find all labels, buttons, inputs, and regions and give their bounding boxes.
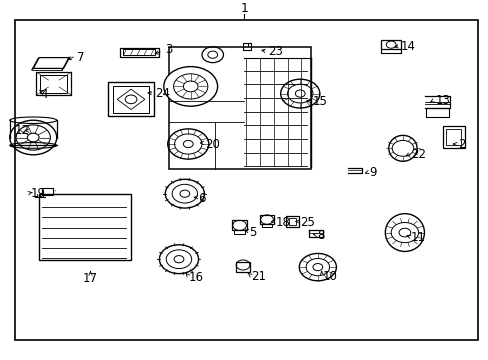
Bar: [234, 230, 244, 234]
Bar: [39, 194, 130, 260]
Text: 13: 13: [434, 94, 449, 107]
Polygon shape: [33, 58, 69, 68]
Bar: [446, 129, 460, 145]
Bar: [285, 216, 298, 227]
Bar: [117, 89, 144, 109]
Text: 10: 10: [322, 270, 337, 283]
Text: 24: 24: [155, 87, 170, 100]
Bar: [242, 43, 251, 50]
Bar: [235, 262, 250, 272]
Text: 20: 20: [205, 138, 220, 150]
Text: 3: 3: [165, 43, 172, 56]
Text: 17: 17: [83, 273, 98, 285]
Text: 2: 2: [457, 138, 464, 151]
Bar: [380, 40, 401, 49]
Bar: [288, 218, 296, 225]
Bar: [260, 215, 273, 224]
Bar: [123, 49, 155, 55]
Bar: [42, 188, 53, 195]
Bar: [112, 86, 149, 113]
Bar: [232, 220, 246, 230]
Text: 7: 7: [77, 51, 84, 64]
Text: 6: 6: [198, 192, 205, 205]
Bar: [108, 82, 154, 117]
Bar: [36, 72, 71, 95]
Bar: [120, 48, 159, 57]
Text: 9: 9: [369, 166, 376, 179]
Text: 19: 19: [30, 187, 45, 200]
Bar: [15, 20, 477, 340]
Text: 23: 23: [267, 45, 282, 58]
Bar: [425, 108, 448, 117]
Text: 16: 16: [188, 271, 203, 284]
Text: 5: 5: [249, 226, 256, 239]
Text: 4: 4: [41, 88, 48, 101]
Bar: [262, 224, 271, 227]
Text: 25: 25: [300, 216, 314, 229]
Circle shape: [163, 67, 217, 106]
Text: 21: 21: [251, 270, 266, 283]
Text: 14: 14: [400, 40, 415, 53]
Text: 12: 12: [14, 124, 29, 137]
Text: 1: 1: [240, 3, 248, 15]
Text: 15: 15: [312, 95, 327, 108]
Text: 22: 22: [410, 148, 425, 161]
Text: 11: 11: [410, 231, 425, 244]
Text: 18: 18: [275, 216, 290, 229]
Text: 8: 8: [316, 229, 324, 242]
Bar: [40, 75, 67, 93]
Bar: [168, 47, 310, 169]
Bar: [442, 126, 464, 148]
